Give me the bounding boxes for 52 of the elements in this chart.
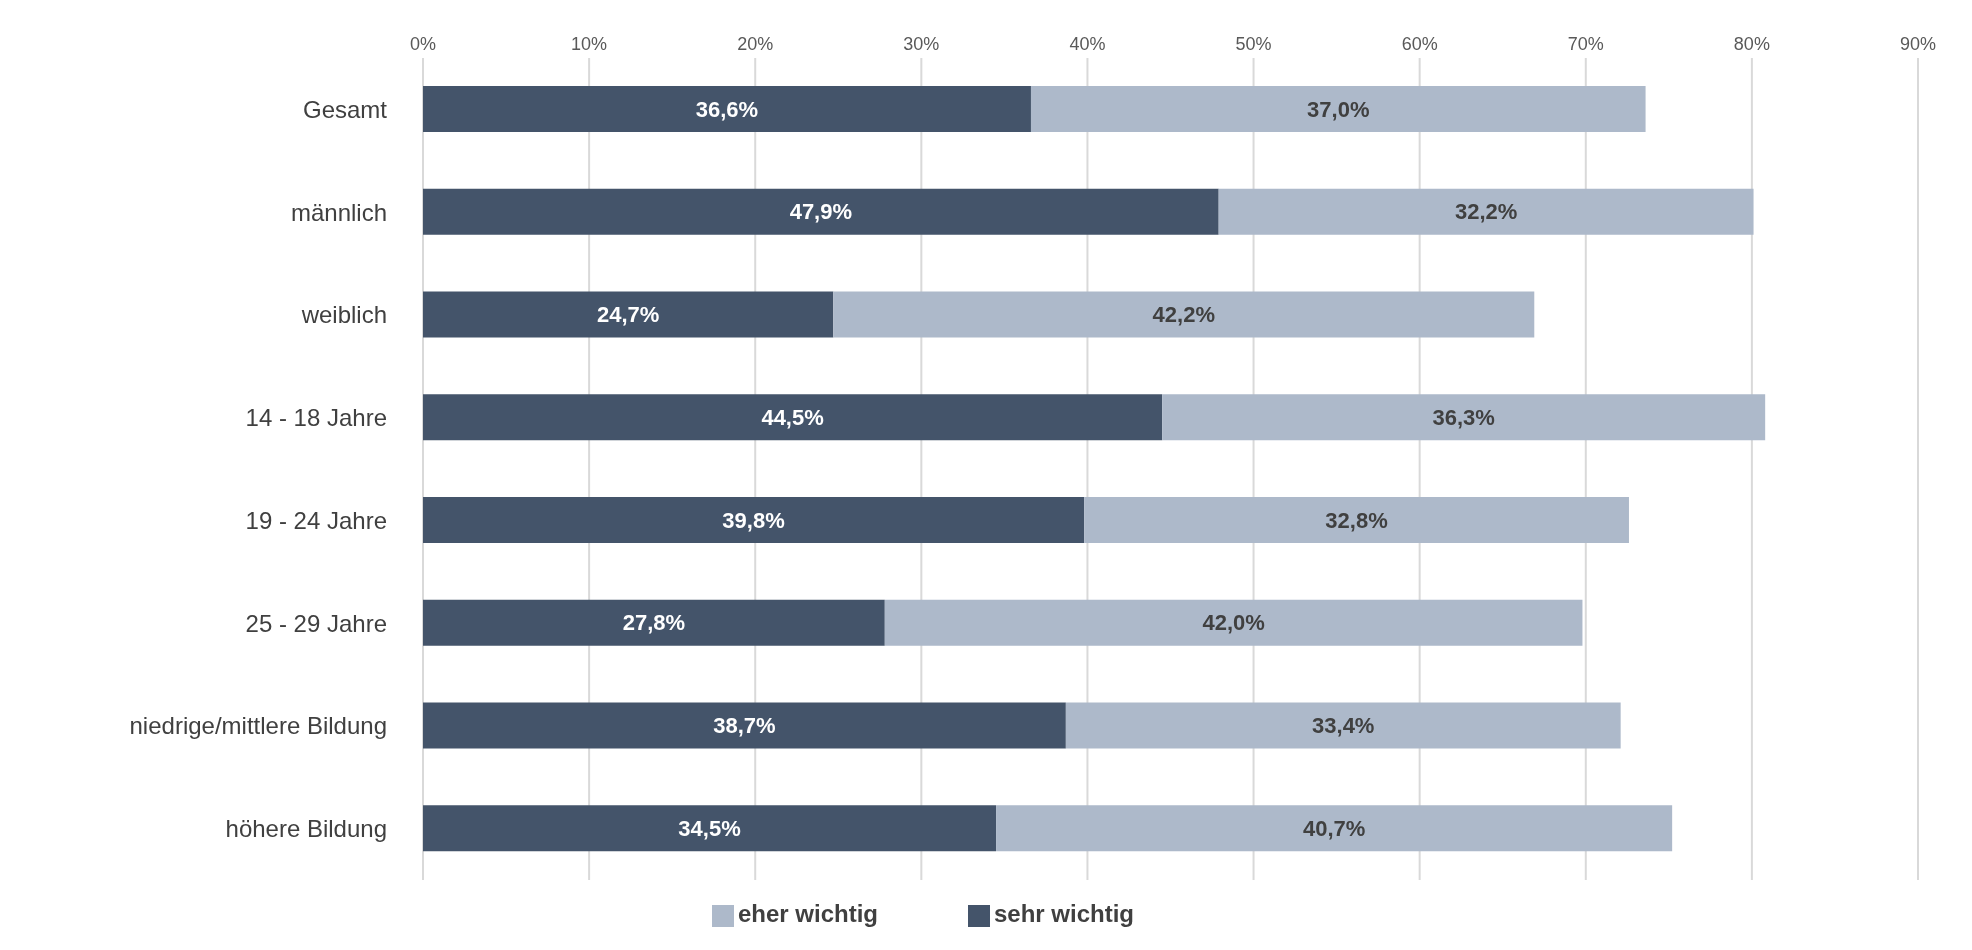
data-label: 39,8% xyxy=(722,507,785,533)
bar xyxy=(1030,86,1646,132)
data-label: 33,4% xyxy=(1312,713,1375,738)
bar xyxy=(1162,394,1766,441)
bar xyxy=(1065,702,1621,749)
x-tick-label: 80% xyxy=(1733,34,1770,54)
bar xyxy=(423,394,1163,441)
x-tick-label: 10% xyxy=(571,34,608,54)
legend-label: sehr wichtig xyxy=(994,900,1135,927)
legend-label: eher wichtig xyxy=(737,900,878,927)
bar xyxy=(1218,188,1754,235)
y-tick-label: 19 - 24 Jahre xyxy=(245,506,387,534)
x-tick-label: 50% xyxy=(1235,34,1272,54)
data-label: 32,2% xyxy=(1454,199,1518,225)
bar xyxy=(423,805,997,852)
bar xyxy=(833,291,1535,338)
y-tick-label: Gesamt xyxy=(302,95,388,123)
data-label: 40,7% xyxy=(1302,815,1366,841)
bar xyxy=(884,599,1583,646)
data-label: 24,7% xyxy=(596,302,660,327)
y-tick-label: 25 - 29 Jahre xyxy=(245,609,387,637)
data-label: 36,3% xyxy=(1432,404,1495,430)
data-label: 37,0% xyxy=(1307,96,1370,122)
x-tick-label: 70% xyxy=(1567,34,1604,54)
y-tick-label: niedrige/mittlere Bildung xyxy=(129,712,387,740)
bar xyxy=(423,188,1219,235)
bar xyxy=(423,702,1066,749)
bar xyxy=(423,497,1085,543)
data-label: 38,7% xyxy=(713,713,776,738)
bar xyxy=(996,805,1673,852)
y-tick-label: männlich xyxy=(290,198,387,226)
x-tick-label: 60% xyxy=(1401,34,1438,54)
data-label: 47,9% xyxy=(789,199,853,225)
bar xyxy=(423,86,1031,132)
bar xyxy=(423,599,885,646)
x-tick-label: 30% xyxy=(903,34,940,54)
x-tick-label: 90% xyxy=(1899,34,1937,54)
x-tick-label: 0% xyxy=(409,34,437,54)
y-tick-label: 14 - 18 Jahre xyxy=(245,404,387,432)
data-label: 42,2% xyxy=(1152,302,1215,327)
data-label: 44,5% xyxy=(761,404,824,430)
data-label: 34,5% xyxy=(678,815,741,841)
x-tick-label: 20% xyxy=(737,34,774,54)
data-label: 42,0% xyxy=(1202,610,1265,636)
data-label: 27,8% xyxy=(622,610,686,636)
y-tick-label: weiblich xyxy=(300,301,387,329)
data-label: 32,8% xyxy=(1325,507,1388,533)
bar xyxy=(423,291,834,338)
data-label: 36,6% xyxy=(695,96,759,122)
x-tick-label: 40% xyxy=(1069,34,1106,54)
y-tick-label: höhere Bildung xyxy=(225,815,387,843)
bar xyxy=(1084,497,1629,543)
